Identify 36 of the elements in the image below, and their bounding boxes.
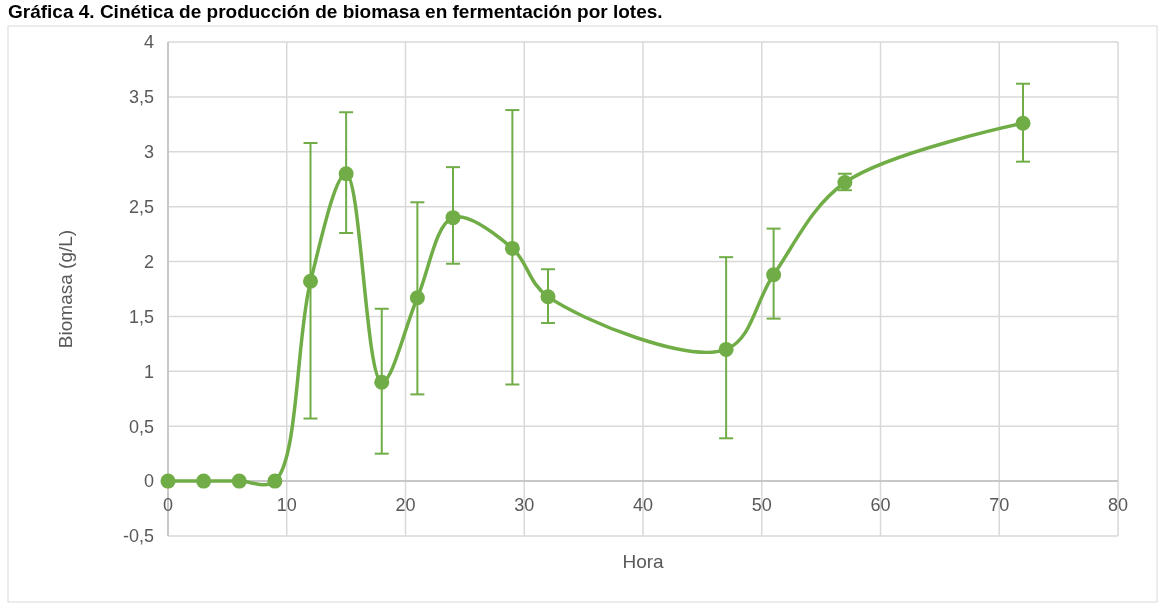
point	[338, 166, 354, 182]
point	[445, 210, 461, 226]
y-tick-label: 3,5	[128, 87, 154, 108]
x-tick-label: 70	[989, 495, 1010, 516]
x-tick-label: 60	[870, 495, 891, 516]
y-tick-label: 3	[143, 142, 154, 163]
point	[718, 341, 734, 357]
point	[267, 473, 283, 489]
chart-title: Gráfica 4. Cinética de producción de biomasa en fermentación por lotes.	[8, 1, 663, 22]
point	[160, 473, 176, 489]
point	[196, 473, 212, 489]
point	[766, 267, 782, 283]
x-tick-label: 20	[395, 495, 416, 516]
y-axis-title: Biomasa (g/L)	[55, 229, 76, 349]
point	[504, 240, 520, 256]
x-tick-label: 50	[751, 495, 772, 516]
point	[231, 473, 247, 489]
point	[374, 374, 390, 390]
x-tick-label: 10	[276, 495, 297, 516]
x-tick-label: 0	[162, 495, 174, 516]
y-tick-label: 2	[143, 251, 154, 272]
y-tick-label: 2,5	[128, 196, 154, 217]
x-axis-title: Hora	[622, 551, 665, 572]
point	[540, 289, 556, 305]
point	[303, 273, 318, 289]
y-tick-label: 1,5	[128, 306, 154, 327]
point	[409, 290, 425, 306]
x-tick-label: 30	[514, 495, 535, 516]
x-tick-label: 80	[1107, 495, 1129, 516]
y-tick-label: 0,5	[128, 416, 154, 437]
y-tick-label: 0	[143, 471, 154, 492]
y-tick-label: 4	[143, 32, 154, 53]
point	[1015, 115, 1031, 131]
y-tick-label: -0,5	[122, 526, 154, 547]
x-tick-label: 40	[632, 495, 654, 516]
y-tick-label: 1	[143, 361, 154, 382]
